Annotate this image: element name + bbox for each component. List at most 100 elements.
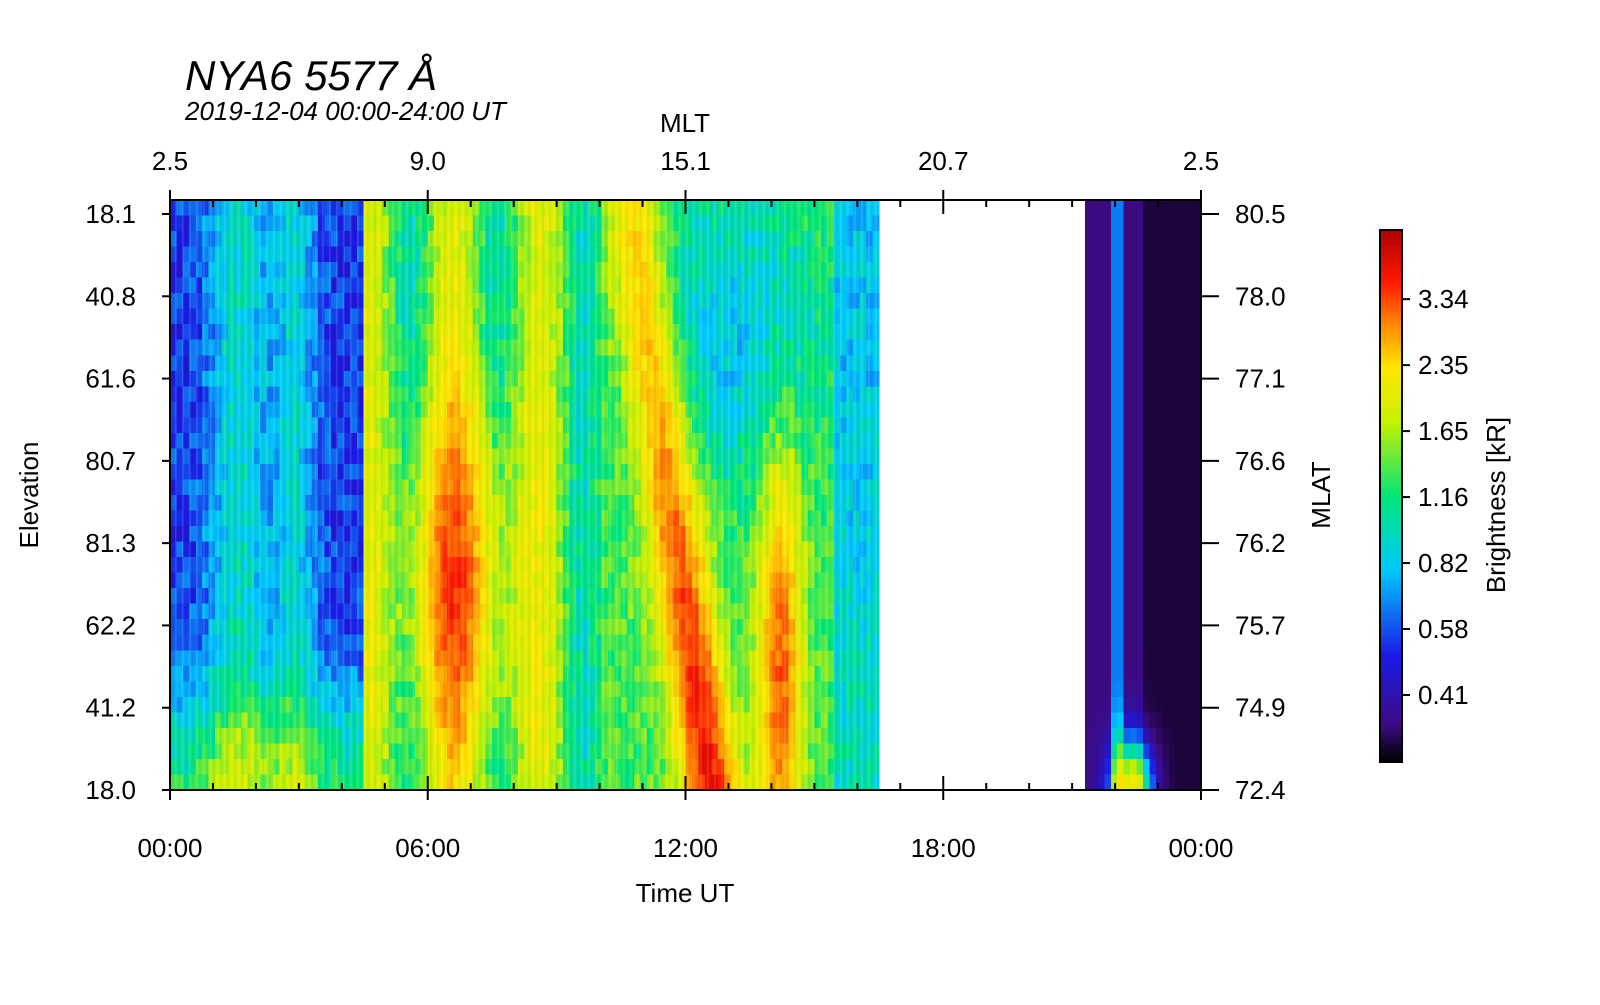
heatmap-cell	[1130, 324, 1138, 341]
heatmap-cell	[1097, 200, 1105, 217]
x-tick-label: 18:00	[911, 833, 976, 863]
heatmap-cell	[1130, 215, 1138, 232]
heatmap-cell	[1085, 355, 1093, 372]
heatmap-cell	[1194, 619, 1201, 636]
heatmap-cell	[1162, 495, 1170, 512]
heatmap-cell	[1181, 293, 1189, 310]
heatmap-cell	[1136, 758, 1144, 776]
heatmap-cell	[1123, 727, 1131, 745]
chart-title: NYA6 5577 Å	[185, 52, 437, 99]
heatmap-cell	[1091, 681, 1099, 698]
heatmap-cell	[1181, 696, 1189, 713]
heatmap-cell	[1085, 386, 1093, 403]
heatmap-cell	[1168, 262, 1176, 279]
heatmap-cell	[1123, 463, 1131, 481]
heatmap-cell	[1136, 401, 1144, 418]
heatmap-cell	[1123, 231, 1131, 248]
heatmap-cell	[1136, 417, 1144, 434]
heatmap-cell	[1097, 572, 1105, 589]
heatmap-cell	[1155, 277, 1163, 294]
heatmap-cell	[1162, 215, 1170, 232]
heatmap-cell	[1091, 355, 1099, 372]
heatmap-cell	[1123, 526, 1131, 543]
heatmap-cell	[1194, 479, 1201, 496]
heatmap-cell	[1143, 541, 1151, 558]
heatmap-cell	[1130, 650, 1138, 667]
heatmap-cell	[1123, 758, 1131, 776]
heatmap-cell	[1091, 277, 1099, 294]
heatmap-cell	[1181, 417, 1189, 434]
heatmap-cell	[1155, 743, 1163, 760]
heatmap-cell	[1085, 727, 1093, 745]
heatmap-cell	[1136, 774, 1144, 790]
heatmap-cell	[1143, 215, 1151, 232]
heatmap-cell	[1136, 308, 1144, 325]
heatmap-cell	[1136, 743, 1144, 760]
heatmap-cell	[1104, 541, 1112, 558]
heatmap-cell	[1168, 370, 1176, 387]
x-tick-label: 00:00	[137, 833, 202, 863]
heatmap-cell	[1188, 588, 1196, 605]
heatmap-cell	[1117, 215, 1125, 232]
heatmap-cell	[1136, 324, 1144, 341]
heatmap-cell	[1130, 200, 1138, 217]
heatmap-cell	[1136, 355, 1144, 372]
heatmap-cell	[1181, 308, 1189, 325]
heatmap-cell	[1085, 603, 1093, 620]
heatmap-cell	[1162, 712, 1170, 729]
heatmap-cell	[1162, 293, 1170, 310]
heatmap-cell	[1194, 758, 1201, 776]
heatmap-cell	[1149, 231, 1157, 248]
heatmap-cell	[1117, 619, 1125, 636]
heatmap-cell	[1175, 293, 1183, 310]
heatmap-cell	[1110, 463, 1118, 481]
heatmap-cell	[1130, 619, 1138, 636]
heatmap-cell	[1091, 215, 1099, 232]
heatmap-cell	[1149, 370, 1157, 387]
heatmap-cell	[1091, 401, 1099, 418]
heatmap-cell	[1117, 758, 1125, 776]
heatmap-cell	[1091, 743, 1099, 760]
heatmap-cell	[1175, 743, 1183, 760]
heatmap-cell	[1104, 758, 1112, 776]
heatmap-cell	[1136, 557, 1144, 574]
heatmap-cell	[1188, 495, 1196, 512]
heatmap-cell	[1155, 355, 1163, 372]
heatmap-cell	[1168, 463, 1176, 481]
heatmap-cell	[1162, 479, 1170, 496]
heatmap-cell	[1168, 308, 1176, 325]
heatmap-cell	[1181, 603, 1189, 620]
heatmap-cell	[1149, 557, 1157, 574]
heatmap-cell	[1175, 588, 1183, 605]
heatmap-cell	[1097, 370, 1105, 387]
heatmap-cell	[1143, 743, 1151, 760]
heatmap-cell	[1149, 262, 1157, 279]
heatmap-cell	[1175, 727, 1183, 745]
heatmap-cell	[1194, 588, 1201, 605]
heatmap-cell	[1136, 432, 1144, 450]
heatmap-cell	[1181, 401, 1189, 418]
heatmap-cell	[1104, 650, 1112, 667]
heatmap-cell	[1110, 588, 1118, 605]
heatmap-cell	[1085, 417, 1093, 434]
heatmap-cell	[1130, 463, 1138, 481]
heatmap-cell	[1181, 774, 1189, 790]
heatmap-cell	[1085, 293, 1093, 310]
heatmap-cell	[1181, 588, 1189, 605]
heatmap-cell	[1123, 588, 1131, 605]
heatmap-cell	[1085, 463, 1093, 481]
heatmap-cell	[1117, 526, 1125, 543]
heatmap-cell	[1162, 432, 1170, 450]
heatmap-cell	[1143, 479, 1151, 496]
heatmap-cell	[1194, 308, 1201, 325]
heatmap-cell	[1168, 572, 1176, 589]
heatmap-cell	[1143, 758, 1151, 776]
heatmap-cell	[1194, 526, 1201, 543]
y-axis-label: Elevation	[14, 442, 44, 549]
heatmap-cell	[1168, 293, 1176, 310]
heatmap-cell	[1175, 401, 1183, 418]
heatmap-cell	[1155, 696, 1163, 713]
heatmap-cell	[1168, 355, 1176, 372]
colorbar-tick-label: 0.58	[1418, 614, 1469, 644]
heatmap-cell	[1181, 479, 1189, 496]
